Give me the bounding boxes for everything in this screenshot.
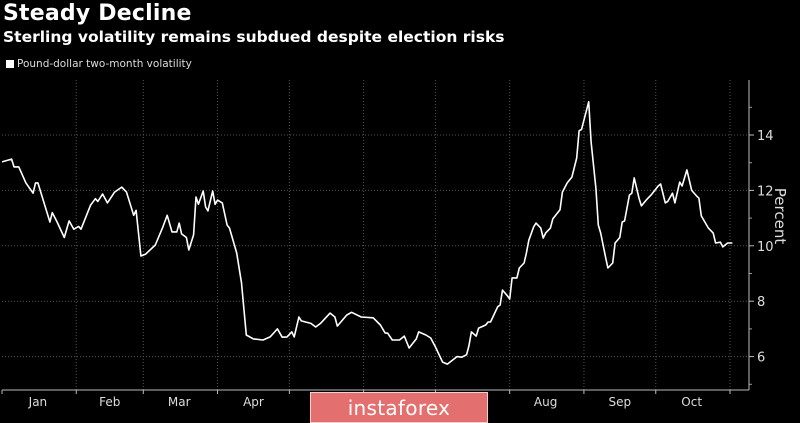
x-tick-label: Apr bbox=[243, 395, 264, 409]
y-tick-label: 12 bbox=[757, 184, 774, 199]
chart-title: Steady Decline bbox=[3, 1, 192, 26]
x-tick-label: Oct bbox=[681, 395, 702, 409]
x-tick-label: Mar bbox=[168, 395, 191, 409]
x-tick-label: Sep bbox=[609, 395, 632, 409]
y-tick-label: 8 bbox=[757, 295, 765, 310]
y-tick-label: 6 bbox=[757, 351, 765, 366]
x-tick-label: Aug bbox=[534, 395, 557, 409]
y-tick-label: 14 bbox=[757, 129, 774, 144]
x-tick-label: Feb bbox=[99, 395, 120, 409]
y-axis-label: Percent bbox=[771, 188, 789, 245]
gridlines bbox=[2, 80, 749, 390]
axes: 6 8 10 12 14 Jan Feb Mar Apr Aug Sep Oct bbox=[1, 80, 774, 409]
series-line bbox=[1, 101, 733, 365]
chart-subtitle: Sterling volatility remains subdued desp… bbox=[3, 28, 505, 46]
legend-swatch bbox=[6, 60, 14, 68]
legend: Pound-dollar two-month volatility bbox=[6, 58, 192, 70]
watermark-logo: instaforex bbox=[310, 392, 488, 423]
y-tick-label: 10 bbox=[757, 240, 774, 255]
legend-label: Pound-dollar two-month volatility bbox=[17, 58, 192, 70]
x-tick-label: Jan bbox=[28, 395, 48, 409]
